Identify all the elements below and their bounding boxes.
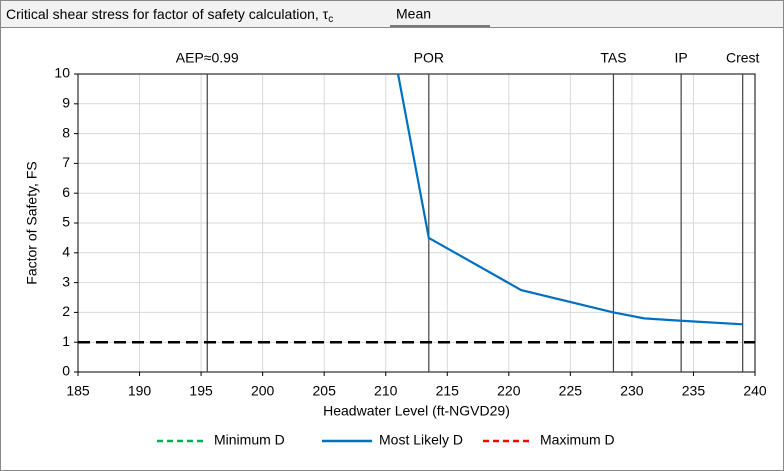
x-tick-label: 205	[313, 383, 337, 399]
y-tick-label: 7	[62, 154, 70, 170]
x-tick-label: 210	[374, 383, 398, 399]
marker-label: Crest	[726, 50, 760, 66]
header-text: Critical shear stress for factor of safe…	[6, 6, 329, 22]
x-tick-label: 235	[682, 383, 706, 399]
legend-label: Minimum D	[214, 432, 285, 448]
x-tick-label: 220	[497, 383, 521, 399]
header-label: Critical shear stress for factor of safe…	[6, 6, 333, 25]
x-tick-label: 190	[128, 383, 152, 399]
x-axis-title: Headwater Level (ft-NGVD29)	[323, 403, 510, 419]
header-value: Mean	[396, 6, 431, 22]
y-tick-label: 2	[62, 303, 70, 319]
plot-border	[77, 73, 756, 373]
marker-label: POR	[414, 50, 444, 66]
x-tick-label: 240	[743, 383, 767, 399]
legend-label: Maximum D	[540, 432, 615, 448]
y-tick-label: 10	[54, 65, 70, 81]
x-tick-label: 200	[251, 383, 275, 399]
y-axis-title: Factor of Safety, FS	[24, 161, 40, 284]
y-tick-label: 8	[62, 124, 70, 140]
series-line	[396, 73, 743, 326]
x-tick-label: 195	[189, 383, 213, 399]
y-tick-label: 4	[62, 244, 70, 260]
y-tick-label: 1	[62, 333, 70, 349]
x-tick-label: 215	[436, 383, 460, 399]
y-tick-label: 9	[62, 95, 70, 111]
marker-label: TAS	[600, 50, 626, 66]
y-tick-label: 5	[62, 214, 70, 230]
y-tick-label: 3	[62, 273, 70, 289]
x-tick-label: 185	[66, 383, 90, 399]
header-bar	[0, 0, 784, 28]
y-tick-label: 0	[62, 363, 70, 379]
legend-label: Most Likely D	[379, 432, 463, 448]
x-tick-label: 225	[559, 383, 583, 399]
x-tick-label: 230	[620, 383, 644, 399]
marker-label: IP	[675, 50, 688, 66]
header-subscript: c	[328, 14, 333, 25]
y-tick-label: 6	[62, 184, 70, 200]
marker-label: AEP≈0.99	[176, 50, 239, 66]
